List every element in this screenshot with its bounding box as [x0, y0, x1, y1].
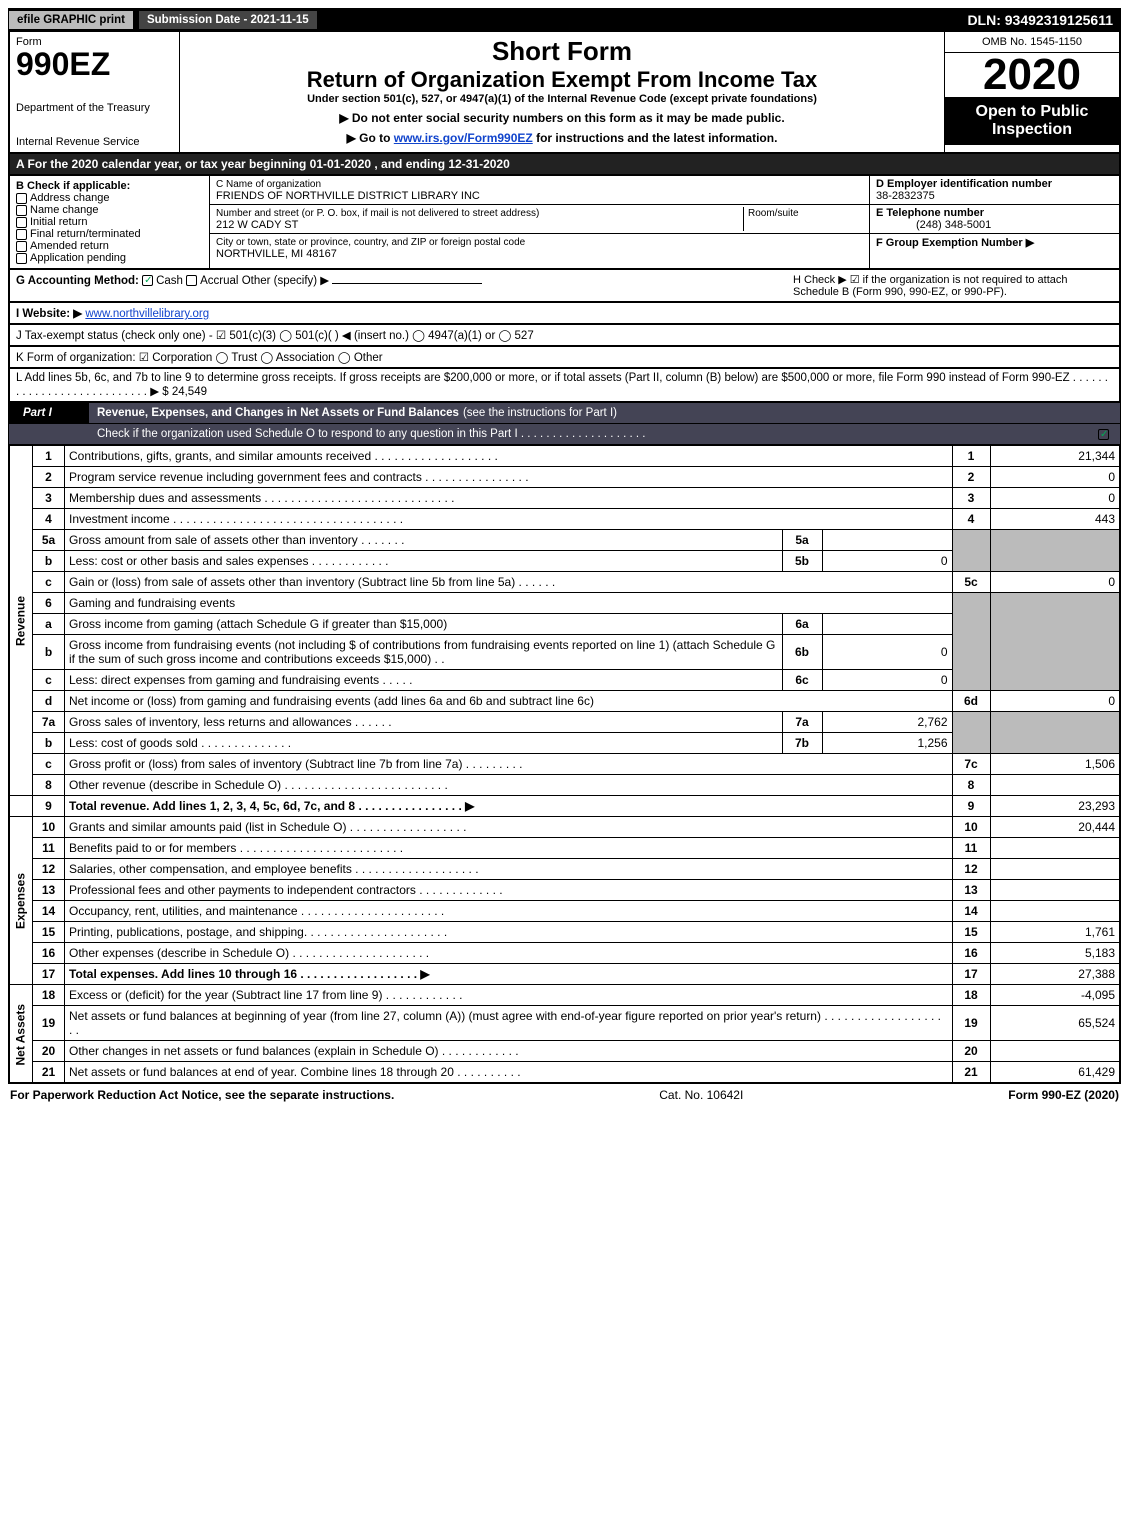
- internal-revenue: Internal Revenue Service: [16, 136, 173, 148]
- bullet-ssn: ▶ Do not enter social security numbers o…: [188, 111, 936, 125]
- irs-link[interactable]: www.irs.gov/Form990EZ: [394, 131, 533, 145]
- val-8: [990, 775, 1120, 796]
- efile-print-button[interactable]: efile GRAPHIC print: [8, 10, 134, 30]
- room-suite-label: Room/suite: [748, 208, 799, 219]
- val-13: [990, 880, 1120, 901]
- section-b-through-f: B Check if applicable: Address change Na…: [8, 176, 1121, 270]
- org-name: FRIENDS OF NORTHVILLE DISTRICT LIBRARY I…: [216, 190, 480, 202]
- chk-schedule-o[interactable]: [1098, 429, 1109, 440]
- row-j-tax-status: J Tax-exempt status (check only one) - ☑…: [8, 325, 1121, 347]
- g-label: G Accounting Method:: [16, 275, 139, 287]
- col-b-checkboxes: B Check if applicable: Address change Na…: [10, 176, 210, 268]
- org-city: NORTHVILLE, MI 48167: [216, 248, 337, 260]
- chk-address-change[interactable]: [16, 193, 27, 204]
- col-c-org-info: C Name of organizationFRIENDS OF NORTHVI…: [210, 176, 869, 268]
- val-1: 21,344: [990, 446, 1120, 467]
- header-right: OMB No. 1545-1150 2020 Open to Public In…: [944, 32, 1119, 152]
- phone-value: (248) 348-5001: [876, 219, 991, 231]
- val-15: 1,761: [990, 922, 1120, 943]
- part-i-header: Part I Revenue, Expenses, and Changes in…: [8, 403, 1121, 424]
- chk-final-return[interactable]: [16, 229, 27, 240]
- b-label: B Check if applicable:: [16, 180, 203, 192]
- part-i-checktext: Check if the organization used Schedule …: [89, 424, 1090, 444]
- e-phone-label: E Telephone number: [876, 207, 984, 219]
- part-i-tab: Part I: [9, 403, 89, 423]
- dln-label: DLN: 93492319125611: [967, 12, 1121, 28]
- val-5c: 0: [990, 572, 1120, 593]
- val-6c: 0: [822, 670, 952, 691]
- chk-accrual[interactable]: [186, 275, 197, 286]
- topbar: efile GRAPHIC print Submission Date - 20…: [8, 8, 1121, 32]
- i-label: I Website: ▶: [16, 308, 82, 320]
- val-5a: [822, 530, 952, 551]
- c-street-label: Number and street (or P. O. box, if mail…: [216, 208, 539, 219]
- f-group-label: F Group Exemption Number ▶: [876, 237, 1034, 249]
- col-d-e-f: D Employer identification number38-28323…: [869, 176, 1119, 268]
- chk-name-change[interactable]: [16, 205, 27, 216]
- val-20: [990, 1041, 1120, 1062]
- val-16: 5,183: [990, 943, 1120, 964]
- title-return: Return of Organization Exempt From Incom…: [188, 67, 936, 93]
- val-11: [990, 838, 1120, 859]
- row-k-form-org: K Form of organization: ☑ Corporation ◯ …: [8, 347, 1121, 369]
- part-i-checkrow: Check if the organization used Schedule …: [8, 424, 1121, 445]
- row-l-gross-receipts: L Add lines 5b, 6c, and 7b to line 9 to …: [8, 369, 1121, 403]
- form-number: 990EZ: [16, 48, 173, 80]
- c-city-label: City or town, state or province, country…: [216, 237, 525, 248]
- val-14: [990, 901, 1120, 922]
- val-7c: 1,506: [990, 754, 1120, 775]
- dept-treasury: Department of the Treasury: [16, 102, 173, 114]
- org-street: 212 W CADY ST: [216, 219, 298, 231]
- open-to-public: Open to Public Inspection: [945, 97, 1119, 145]
- form-header: Form 990EZ Department of the Treasury In…: [8, 32, 1121, 154]
- val-21: 61,429: [990, 1062, 1120, 1084]
- chk-application-pending[interactable]: [16, 253, 27, 264]
- submission-date-button[interactable]: Submission Date - 2021-11-15: [138, 10, 318, 30]
- netassets-label: Net Assets: [9, 985, 33, 1084]
- part-i-title: Revenue, Expenses, and Changes in Net As…: [89, 403, 1120, 423]
- val-7a: 2,762: [822, 712, 952, 733]
- part-i-table: Revenue 1Contributions, gifts, grants, a…: [8, 445, 1121, 1084]
- val-3: 0: [990, 488, 1120, 509]
- ein-value: 38-2832375: [876, 190, 935, 202]
- title-short-form: Short Form: [188, 36, 936, 67]
- val-18: -4,095: [990, 985, 1120, 1006]
- chk-cash[interactable]: [142, 275, 153, 286]
- val-19: 65,524: [990, 1006, 1120, 1041]
- footer: For Paperwork Reduction Act Notice, see …: [8, 1084, 1121, 1106]
- c-name-label: C Name of organization: [216, 179, 321, 190]
- chk-initial-return[interactable]: [16, 217, 27, 228]
- chk-amended-return[interactable]: [16, 241, 27, 252]
- bullet-goto: ▶ Go to www.irs.gov/Form990EZ for instru…: [188, 131, 936, 145]
- d-ein-label: D Employer identification number: [876, 178, 1052, 190]
- val-4: 443: [990, 509, 1120, 530]
- val-10: 20,444: [990, 817, 1120, 838]
- val-6b: 0: [822, 635, 952, 670]
- row-a-taxyear: A For the 2020 calendar year, or tax yea…: [8, 154, 1121, 176]
- val-6a: [822, 614, 952, 635]
- header-left: Form 990EZ Department of the Treasury In…: [10, 32, 180, 152]
- expenses-label: Expenses: [9, 817, 33, 985]
- val-6d: 0: [990, 691, 1120, 712]
- val-5b: 0: [822, 551, 952, 572]
- website-link[interactable]: www.northvillelibrary.org: [85, 308, 209, 320]
- row-i-website: I Website: ▶ www.northvillelibrary.org: [8, 303, 1121, 325]
- footer-mid: Cat. No. 10642I: [659, 1088, 743, 1102]
- tax-year: 2020: [945, 53, 1119, 97]
- header-title-block: Short Form Return of Organization Exempt…: [180, 32, 944, 152]
- section-g-h: G Accounting Method: Cash Accrual Other …: [8, 270, 1121, 303]
- revenue-label: Revenue: [9, 446, 33, 796]
- subtitle-section: Under section 501(c), 527, or 4947(a)(1)…: [188, 93, 936, 105]
- val-12: [990, 859, 1120, 880]
- val-2: 0: [990, 467, 1120, 488]
- footer-right: Form 990-EZ (2020): [1008, 1088, 1119, 1102]
- val-17: 27,388: [990, 964, 1120, 985]
- h-schedule-b: H Check ▶ ☑ if the organization is not r…: [793, 273, 1113, 298]
- footer-left: For Paperwork Reduction Act Notice, see …: [10, 1088, 394, 1102]
- val-9: 23,293: [990, 796, 1120, 817]
- val-7b: 1,256: [822, 733, 952, 754]
